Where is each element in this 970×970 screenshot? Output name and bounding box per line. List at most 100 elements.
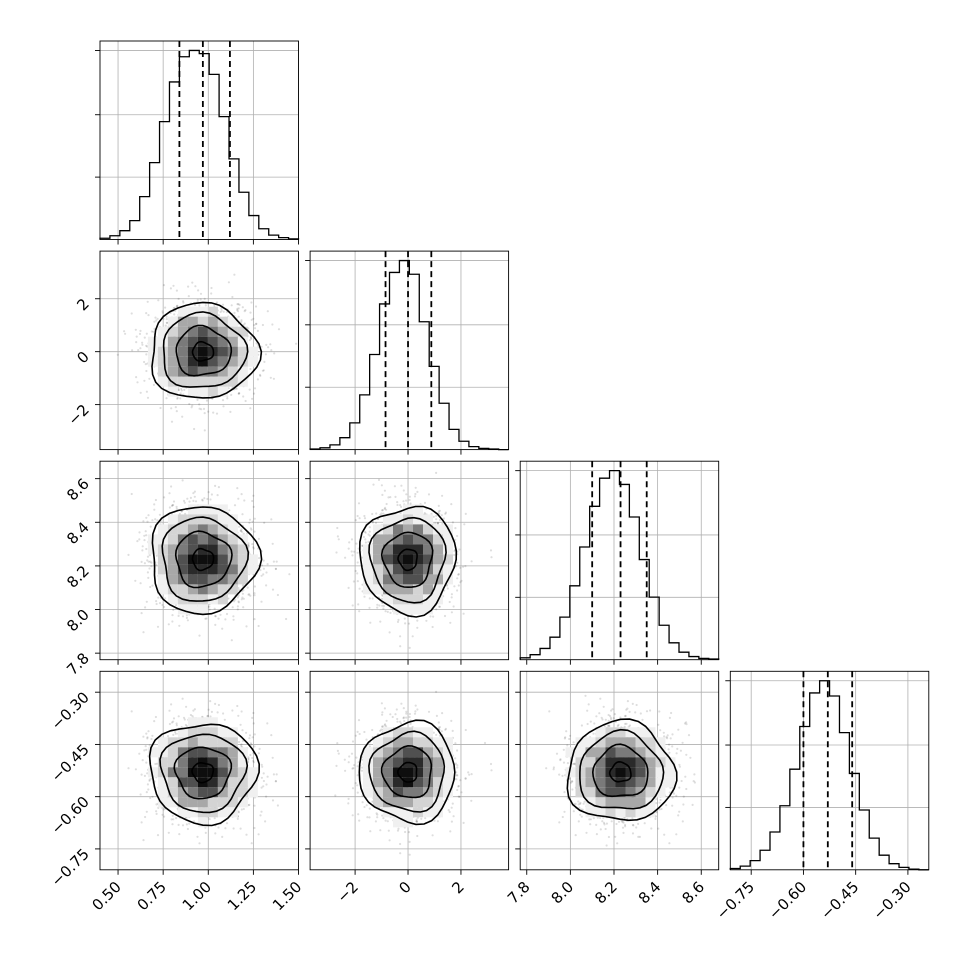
scatter-point <box>256 378 259 381</box>
scatter-point <box>169 287 172 290</box>
scatter-point <box>214 623 217 627</box>
scatter-point <box>407 622 411 625</box>
scatter-point <box>357 603 360 606</box>
scatter-point <box>408 646 411 650</box>
scatter-point <box>389 496 392 499</box>
scatter-point <box>203 412 206 415</box>
scatter-point <box>393 485 396 488</box>
scatter-point <box>249 407 252 410</box>
scatter-point <box>277 328 281 331</box>
scatter-point <box>257 537 260 541</box>
scatter-point <box>162 284 166 287</box>
scatter-point <box>244 399 247 403</box>
scatter-point <box>181 415 184 418</box>
scatter-point <box>151 519 154 522</box>
scatter-point <box>252 722 255 725</box>
scatter-point <box>288 573 291 576</box>
scatter-point <box>450 593 453 596</box>
scatter-point <box>272 560 275 563</box>
scatter-point <box>251 520 254 523</box>
scatter-point <box>221 399 225 402</box>
scatter-point <box>357 502 361 505</box>
scatter-point <box>149 525 152 528</box>
scatter-point <box>205 399 209 402</box>
scatter-point <box>450 596 453 599</box>
scatter-point <box>236 309 239 312</box>
scatter-point <box>260 600 263 603</box>
scatter-point <box>356 514 359 518</box>
scatter-point <box>153 320 156 323</box>
scatter-point <box>244 309 247 312</box>
scatter-point <box>405 499 408 502</box>
histogram-panel-2 <box>515 460 720 665</box>
scatter-point <box>210 292 213 295</box>
scatter-point <box>183 388 186 391</box>
scatter-point <box>249 335 252 339</box>
scatter-point <box>157 299 160 302</box>
scatter-point <box>138 538 141 541</box>
scatter-point <box>143 749 146 752</box>
scatter-point <box>183 501 186 504</box>
scatter-point <box>253 324 256 327</box>
scatter-point <box>203 297 206 300</box>
scatter-point <box>135 376 138 379</box>
scatter-point <box>399 635 402 638</box>
scatter-point <box>416 490 419 493</box>
scatter-point <box>363 517 367 520</box>
scatter-point <box>136 540 139 543</box>
scatter-point <box>172 284 175 287</box>
scatter-point <box>135 335 138 338</box>
scatter-point <box>457 573 460 576</box>
scatter-point <box>379 513 382 516</box>
scatter-point <box>177 297 180 300</box>
scatter-point <box>386 610 389 614</box>
scatter-point <box>402 500 405 503</box>
scatter-point <box>260 345 263 348</box>
scatter-point <box>199 292 203 295</box>
scatter-point <box>187 295 190 298</box>
scatter-point <box>248 388 251 391</box>
scatter-point <box>131 349 134 352</box>
scatter-point <box>255 322 258 325</box>
scatter-point <box>172 608 175 612</box>
scatter-point <box>448 600 451 604</box>
scatter-point <box>462 565 465 568</box>
scatter-point <box>145 344 148 347</box>
scatter-point <box>285 617 288 621</box>
scatter-point <box>153 503 156 506</box>
scatter-point <box>379 620 382 623</box>
scatter-point <box>143 360 146 364</box>
scatter-point <box>403 617 406 620</box>
scatter-point <box>356 580 359 583</box>
scatter-point <box>449 621 452 624</box>
scatter-point <box>202 407 206 410</box>
scatter-point <box>173 313 176 316</box>
scatter-point <box>149 585 152 589</box>
scatter-point <box>194 303 197 307</box>
scatter-point <box>222 405 225 408</box>
scatter-point <box>456 577 459 580</box>
scatter-point <box>171 620 174 623</box>
scatter-point <box>242 395 245 398</box>
histogram-step <box>99 49 300 240</box>
scatter-point <box>423 501 427 504</box>
scatter-point <box>142 735 145 738</box>
scatter-point <box>237 392 241 395</box>
scatter-point <box>251 736 254 739</box>
scatter-point <box>404 622 407 625</box>
scatter-point <box>153 508 156 511</box>
scatter-point <box>145 390 148 393</box>
scatter-point <box>274 567 277 570</box>
scatter-point <box>230 393 233 396</box>
scatter-point <box>414 486 417 489</box>
scatter-point <box>276 804 279 807</box>
scatter-point <box>490 556 493 559</box>
scatter-point <box>271 323 274 326</box>
scatter-point <box>260 574 263 577</box>
scatter-point <box>168 506 171 509</box>
scatter-point <box>141 341 144 344</box>
scatter-point <box>145 600 148 603</box>
scatter-point <box>435 608 438 611</box>
scatter-point <box>456 561 459 564</box>
scatter-point <box>144 745 147 748</box>
